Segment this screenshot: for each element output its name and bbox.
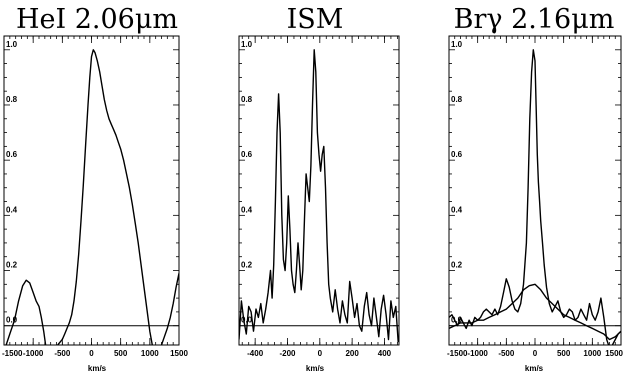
y-tick-label: 0.8 <box>451 95 463 104</box>
panel-brgamma: Brγ 2.16μm 0.0 0.2 0.4 0.6 0.8 1.0 -1500 -1000 -… <box>447 4 624 373</box>
panel-hei: HeI 2.06μm 0.0 0.2 0.4 0.6 0.8 1.0 -1500 -1000 -… <box>2 4 188 373</box>
series-line-1 <box>5 49 179 345</box>
y-tick-label: 0.2 <box>6 261 18 270</box>
x-tick-label: 200 <box>345 349 359 358</box>
y-tick-label: 1.0 <box>241 40 253 49</box>
plot-frame <box>448 35 622 346</box>
series-line-1 <box>239 49 399 343</box>
plot-frame <box>238 35 400 346</box>
x-axis-label: km/s <box>525 364 544 373</box>
x-tick-label: 0 <box>89 349 94 358</box>
y-tick-label: 0.2 <box>241 261 253 270</box>
x-axis-label: km/s <box>306 364 325 373</box>
x-tick-label: -1500 <box>2 349 23 358</box>
plot-frame <box>3 35 180 346</box>
x-tick-label: -500 <box>54 349 71 358</box>
x-tick-label: 1000 <box>141 349 159 358</box>
y-tick-label: 0.6 <box>241 150 253 159</box>
y-tick-label: 0.4 <box>451 205 463 214</box>
y-tick-label: 0.0 <box>6 316 18 325</box>
x-tick-label: 1500 <box>605 349 623 358</box>
x-tick-label: 0 <box>533 349 538 358</box>
x-tick-label: -1000 <box>23 349 44 358</box>
panel-title: ISM <box>287 4 344 35</box>
y-tick-label: 0.6 <box>451 150 463 159</box>
series-line-1 <box>449 49 621 345</box>
x-tick-label: 1500 <box>170 349 188 358</box>
x-axis-label: km/s <box>88 364 107 373</box>
x-tick-label: -400 <box>247 349 264 358</box>
y-tick-label: 0.6 <box>6 150 18 159</box>
x-tick-label: 0 <box>318 349 323 358</box>
y-tick-label: 0.4 <box>6 205 18 214</box>
y-tick-label: 0.8 <box>6 95 18 104</box>
y-tick-label: 1.0 <box>451 40 463 49</box>
x-tick-label: -1500 <box>447 349 468 358</box>
x-tick-label: 500 <box>557 349 571 358</box>
panel-ism: ISM 0.00.20.40.60.81.0-400 -200 0 200 400 km… <box>238 4 400 373</box>
x-tick-label: -200 <box>279 349 296 358</box>
x-tick-label: 500 <box>114 349 128 358</box>
x-tick-label: -1000 <box>467 349 488 358</box>
y-tick-label: 0.0 <box>451 316 463 325</box>
y-tick-label: 1.0 <box>6 40 18 49</box>
y-tick-label: 0.2 <box>451 261 463 270</box>
y-tick-label: 0.8 <box>241 95 253 104</box>
y-tick-label: 0.4 <box>241 205 253 214</box>
panel-title: Brγ 2.16μm <box>454 4 615 35</box>
x-tick-label: 400 <box>378 349 392 358</box>
series-line-2 <box>449 283 621 341</box>
x-tick-label: 1000 <box>583 349 601 358</box>
panel-title: HeI 2.06μm <box>16 4 178 35</box>
x-tick-label: -500 <box>498 349 515 358</box>
